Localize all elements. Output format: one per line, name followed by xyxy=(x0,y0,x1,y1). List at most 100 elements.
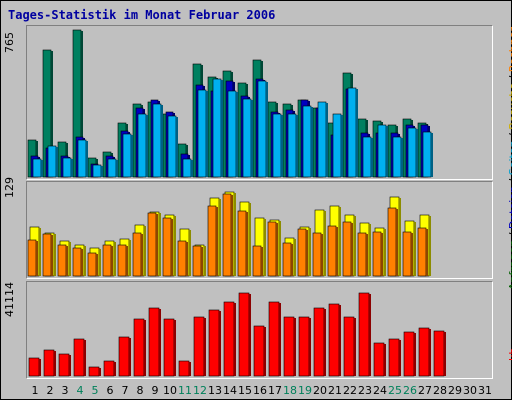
bar-besuche-day-4-shadow xyxy=(84,246,86,276)
bar-seiten-day-6-shadow xyxy=(116,160,118,177)
bar-rechner-day-16-shadow xyxy=(261,247,263,276)
x-tick-label: 8 xyxy=(137,384,144,397)
bar-kb-day-1-shadow xyxy=(39,359,41,376)
bar-kb-day-25-shadow xyxy=(399,340,401,376)
bar-besuche-day-21-shadow xyxy=(339,207,341,276)
bar-seiten-day-22 xyxy=(347,87,357,178)
bar-besuche-day-27-shadow xyxy=(429,216,431,276)
x-tick-label: 7 xyxy=(122,384,129,397)
x-tick-label: 13 xyxy=(208,384,222,397)
bar-besuche-day-1-shadow xyxy=(39,228,41,276)
bar-seiten-day-5-shadow xyxy=(101,166,103,177)
x-tick-label: 19 xyxy=(298,384,312,397)
bar-rechner-day-23 xyxy=(357,232,367,277)
bar-rechner-day-26 xyxy=(402,231,412,277)
bar-seiten-day-6 xyxy=(107,158,117,178)
bar-seiten-day-13-shadow xyxy=(221,80,223,177)
bar-kb-day-28 xyxy=(433,330,445,377)
bar-seiten-day-9 xyxy=(152,103,162,178)
bar-anfragen-day-2-shadow xyxy=(51,51,53,177)
bar-kb-day-3 xyxy=(58,353,70,377)
bar-kb-day-16-shadow xyxy=(264,327,266,376)
bar-seiten-day-10 xyxy=(167,115,177,178)
bar-kb-day-16 xyxy=(253,325,265,377)
bar-kb-day-23-shadow xyxy=(369,294,371,376)
bar-rechner-day-1-shadow xyxy=(36,241,38,276)
x-tick-label: 6 xyxy=(107,384,114,397)
bar-kb-day-24-shadow xyxy=(384,344,386,376)
bar-kb-day-20-shadow xyxy=(324,309,326,376)
bar-kb-day-25 xyxy=(388,338,400,377)
bar-seiten-day-27-shadow xyxy=(431,133,433,177)
bar-besuche-day-13-shadow xyxy=(219,199,221,276)
bar-rechner-day-27 xyxy=(417,227,427,277)
bar-seiten-day-20-shadow xyxy=(326,103,328,177)
bar-seiten-day-16 xyxy=(257,80,267,178)
bar-besuche-day-7-shadow xyxy=(129,240,131,276)
bar-kb-day-10-shadow xyxy=(174,320,176,376)
bar-kb-day-11-shadow xyxy=(189,362,191,376)
bar-rechner-day-8-shadow xyxy=(141,234,143,276)
bar-rechner-day-26-shadow xyxy=(411,233,413,276)
bar-kb-day-12-shadow xyxy=(204,318,206,376)
bar-seiten-day-24-shadow xyxy=(386,126,388,177)
bar-kb-day-19 xyxy=(298,316,310,377)
bar-besuche-day-18-shadow xyxy=(294,239,296,276)
x-tick-label: 9 xyxy=(152,384,159,397)
bar-seiten-day-13 xyxy=(212,78,222,178)
bar-kb-day-8 xyxy=(133,318,145,377)
bar-rechner-day-27-shadow xyxy=(426,229,428,276)
bar-seiten-day-16-shadow xyxy=(266,82,268,177)
bar-rechner-day-7 xyxy=(117,244,127,277)
bar-kb-day-15-shadow xyxy=(249,294,251,376)
bar-rechner-day-16 xyxy=(252,245,262,277)
bar-seiten-day-24 xyxy=(377,124,387,178)
bar-rechner-day-15-shadow xyxy=(246,212,248,276)
bar-kb-day-17-shadow xyxy=(279,303,281,376)
x-tick-label: 21 xyxy=(328,384,342,397)
bar-kb-day-21-shadow xyxy=(339,305,341,376)
x-tick-label: 29 xyxy=(448,384,462,397)
bar-besuche-day-10-shadow xyxy=(174,216,176,276)
bar-kb-day-5 xyxy=(88,366,100,377)
bar-kb-day-22-shadow xyxy=(354,318,356,376)
bar-rechner-day-8 xyxy=(132,232,142,277)
bar-seiten-day-19-shadow xyxy=(311,107,313,177)
bar-seiten-day-23-shadow xyxy=(371,138,373,177)
bar-rechner-day-13 xyxy=(207,205,217,277)
bar-rechner-day-20 xyxy=(312,232,322,277)
bar-kb-day-10 xyxy=(163,318,175,377)
x-tick-label: 27 xyxy=(418,384,432,397)
x-tick-label: 4 xyxy=(77,384,84,397)
bar-besuche-day-26-shadow xyxy=(414,222,416,276)
bar-besuche-day-5-shadow xyxy=(99,249,101,276)
bar-rechner-day-21-shadow xyxy=(336,227,338,276)
bar-rechner-day-25-shadow xyxy=(396,209,398,276)
bar-seiten-day-11-shadow xyxy=(191,160,193,177)
bar-rechner-day-3 xyxy=(57,244,67,277)
bar-besuche-day-23-shadow xyxy=(369,224,371,276)
bar-rechner-day-18-shadow xyxy=(291,244,293,276)
x-tick-label: 1 xyxy=(32,384,39,397)
bar-besuche-day-16-shadow xyxy=(264,219,266,276)
bar-seiten-day-18 xyxy=(287,113,297,178)
bar-seiten-day-14-shadow xyxy=(236,92,238,177)
bar-kb-day-27-shadow xyxy=(429,329,431,376)
bar-kb-day-20 xyxy=(313,307,325,377)
bar-seiten-day-12 xyxy=(197,89,207,178)
bar-kb-day-9 xyxy=(148,307,160,377)
bar-rechner-day-12 xyxy=(192,245,202,277)
bar-rechner-day-14 xyxy=(222,193,232,277)
bar-kb-day-26-shadow xyxy=(414,333,416,376)
bar-besuche-day-15-shadow xyxy=(249,203,251,276)
bar-seiten-day-5 xyxy=(92,164,102,178)
bar-rechner-day-1 xyxy=(27,239,37,277)
x-tick-label: 10 xyxy=(163,384,177,397)
bar-seiten-day-2 xyxy=(47,145,57,178)
bar-rechner-day-19 xyxy=(297,228,307,277)
bar-anfragen-day-4-shadow xyxy=(81,31,83,177)
bar-seiten-day-17-shadow xyxy=(281,115,283,177)
bar-kb-day-6 xyxy=(103,360,115,377)
bar-rechner-day-13-shadow xyxy=(216,207,218,276)
